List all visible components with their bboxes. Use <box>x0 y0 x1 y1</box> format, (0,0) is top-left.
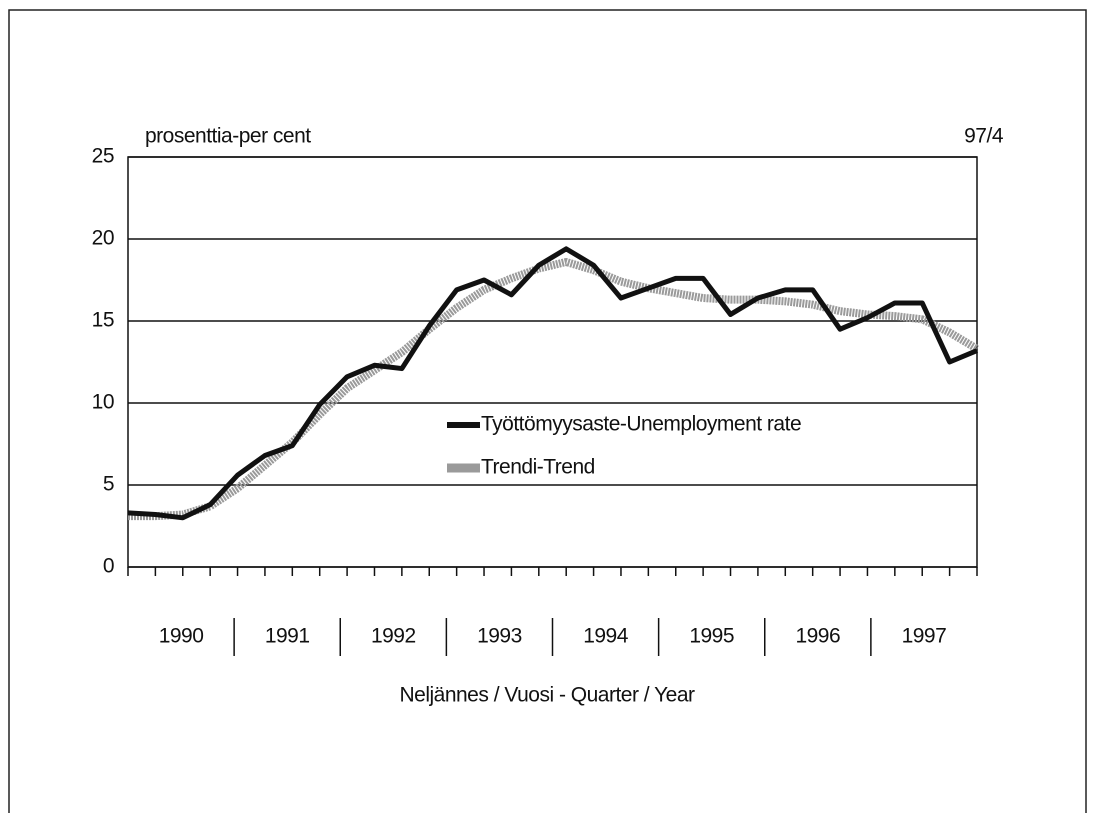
frame <box>8 9 1087 813</box>
y-axis-label: prosenttia-per cent <box>145 125 311 148</box>
y-tick-label: 0 <box>103 555 114 578</box>
series-line <box>128 257 980 521</box>
plot-border <box>127 156 978 568</box>
year-label: 1993 <box>477 625 522 648</box>
year-label: 1990 <box>159 625 204 648</box>
legend-label: Työttömyysaste-Unemployment rate <box>481 413 801 436</box>
y-tick-label: 20 <box>92 227 114 250</box>
year-label: 1996 <box>795 625 840 648</box>
legend-label: Trendi-Trend <box>481 456 595 479</box>
year-label: 1994 <box>583 625 629 648</box>
y-tick-label: 5 <box>103 473 114 496</box>
y-tick-label: 15 <box>92 309 114 332</box>
year-label: 1991 <box>265 625 310 648</box>
year-label: 1997 <box>902 625 947 648</box>
series-line <box>127 246 978 521</box>
y-tick-label: 10 <box>92 391 114 414</box>
x-axis-label: Neljännes / Vuosi - Quarter / Year <box>399 684 695 707</box>
year-label: 1995 <box>689 625 734 648</box>
y-tick-label: 25 <box>92 145 114 168</box>
year-label: 1992 <box>371 625 416 648</box>
note: 97/4 <box>964 125 1004 148</box>
